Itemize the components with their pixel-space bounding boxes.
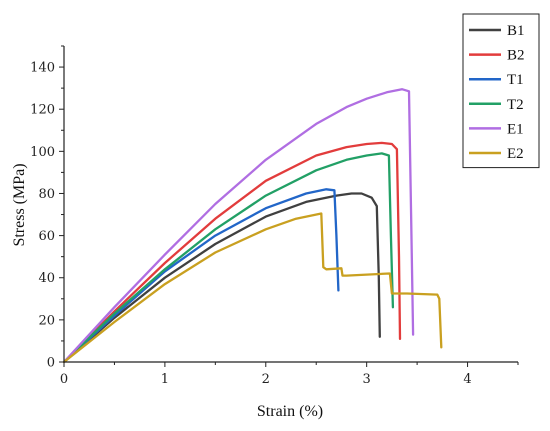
y-tick-label: 100: [30, 145, 55, 160]
series-line-b1: [62, 192, 381, 364]
x-tick-label: 3: [363, 372, 371, 387]
y-axis-title: Stress (MPa): [11, 163, 28, 246]
y-tick-label: 20: [38, 313, 55, 328]
y-tick-label: 140: [30, 61, 55, 76]
legend-label-e1: E1: [507, 121, 524, 137]
series-line-t2: [62, 152, 395, 364]
x-tick-label: 4: [463, 372, 471, 387]
y-tick-label: 60: [38, 229, 55, 244]
x-tick-label: 0: [60, 372, 68, 387]
y-tick-label: 0: [47, 356, 55, 371]
legend-label-b2: B2: [507, 48, 525, 64]
series-line-e1: [62, 88, 415, 364]
y-tick-label: 120: [30, 103, 55, 118]
axes: [59, 45, 519, 367]
legend-label-b1: B1: [507, 23, 525, 39]
legend-label-e2: E2: [507, 146, 524, 162]
legend-label-t2: T2: [507, 97, 524, 113]
y-tick-label: 40: [38, 271, 55, 286]
legend: B1 B2 T1 T2 E1 E2: [462, 13, 540, 169]
legend-label-t1: T1: [507, 72, 524, 88]
x-tick-label: 2: [262, 372, 270, 387]
x-tick-label: 1: [161, 372, 169, 387]
x-axis-title: Strain (%): [257, 403, 323, 420]
legend-box: [462, 13, 540, 169]
series-line-t1: [62, 188, 340, 364]
y-tick-label: 80: [38, 187, 55, 202]
series-line-b2: [62, 141, 402, 364]
plot-lines: [62, 88, 443, 364]
series-line-e2: [62, 212, 443, 364]
tick-labels: 0 20 40 60 80 100 120 140 0 1 2 3 4: [30, 61, 472, 387]
